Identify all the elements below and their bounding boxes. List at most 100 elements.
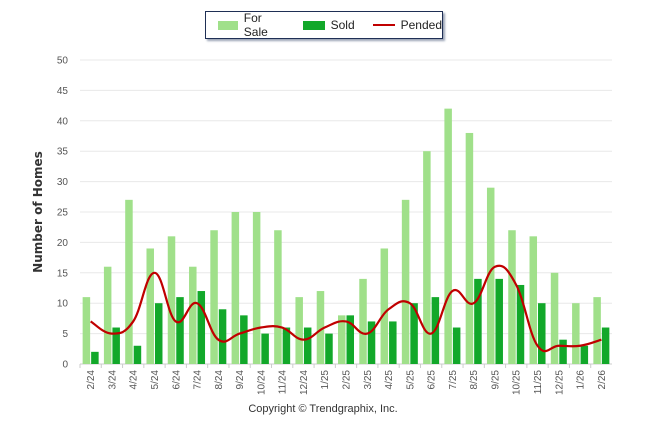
bar-sold xyxy=(325,333,333,364)
bar-sold xyxy=(133,345,142,364)
x-tick-label: 7/25 xyxy=(448,370,459,390)
y-axis-title: Number of Homes xyxy=(31,151,45,273)
y-tick-label: 0 xyxy=(62,360,68,371)
bars xyxy=(82,108,610,364)
bar-sold xyxy=(112,327,120,364)
bar-for-sale xyxy=(508,230,516,364)
copyright-text: Copyright © Trendgraphix, Inc. xyxy=(248,403,398,415)
x-tick-label: 4/25 xyxy=(384,370,395,390)
legend-item-sold[interactable]: Sold xyxy=(302,18,355,32)
x-tick-label: 2/25 xyxy=(342,370,353,390)
y-tick-label: 20 xyxy=(57,238,69,249)
x-tick-label: 1/26 xyxy=(576,370,587,390)
bar-for-sale xyxy=(274,230,282,364)
y-tick-label: 40 xyxy=(57,116,69,127)
bar-sold xyxy=(516,284,525,364)
y-tick-label: 45 xyxy=(57,86,69,97)
bar-for-sale xyxy=(125,199,133,364)
bar-sold xyxy=(559,339,567,364)
legend-label: Pended xyxy=(400,18,442,32)
bar-for-sale xyxy=(103,266,112,364)
bar-for-sale xyxy=(529,236,538,364)
bar-sold xyxy=(367,321,376,364)
x-tick-label: 2/26 xyxy=(597,370,608,390)
bar-for-sale xyxy=(295,297,303,364)
bar-sold xyxy=(197,291,206,364)
x-tick-label: 7/24 xyxy=(193,370,204,390)
y-tick-label: 30 xyxy=(57,177,69,188)
y-axis-ticks: 0 5 10 15 20 25 30 35 40 45 50 xyxy=(57,56,69,371)
bar-sold xyxy=(218,309,227,364)
bar-for-sale xyxy=(82,297,91,364)
x-tick-label: 6/25 xyxy=(427,370,438,390)
bar-sold xyxy=(580,345,589,364)
bar-sold xyxy=(176,297,184,364)
x-tick-label: 10/25 xyxy=(512,370,523,395)
x-axis-ticks: 2/24 3/24 4/24 5/24 6/24 7/24 8/24 9/24 10/24 11/… xyxy=(79,364,608,395)
x-tick-label: 5/24 xyxy=(150,370,161,390)
bar-sold xyxy=(282,327,291,364)
x-tick-label: 11/25 xyxy=(533,370,544,395)
bar-for-sale xyxy=(359,278,367,364)
bar-for-sale xyxy=(380,248,389,364)
x-tick-label: 1/25 xyxy=(320,370,331,390)
bar-for-sale xyxy=(486,187,495,364)
bar-sold xyxy=(240,315,248,364)
sold-swatch-icon xyxy=(302,20,325,30)
bar-sold xyxy=(474,278,482,364)
x-tick-label: 8/25 xyxy=(469,370,480,390)
bar-sold xyxy=(389,321,397,364)
bar-for-sale xyxy=(316,291,325,364)
bar-sold xyxy=(601,327,610,364)
y-tick-label: 15 xyxy=(57,268,69,279)
bar-sold xyxy=(495,278,503,364)
pended-line xyxy=(90,264,602,353)
pended-line-icon xyxy=(372,24,395,26)
bar-sold xyxy=(303,327,312,364)
y-tick-label: 10 xyxy=(57,299,69,310)
x-tick-label: 9/24 xyxy=(235,370,246,390)
pended-line-group xyxy=(90,264,602,353)
bar-for-sale xyxy=(572,303,580,364)
bar-for-sale xyxy=(338,315,346,364)
bar-for-sale xyxy=(401,199,410,364)
x-tick-label: 6/24 xyxy=(171,370,182,390)
bar-for-sale xyxy=(593,297,601,364)
x-tick-label: 3/24 xyxy=(107,370,118,390)
bar-for-sale xyxy=(231,212,240,364)
bar-for-sale xyxy=(189,266,197,364)
bar-sold xyxy=(452,327,461,364)
x-tick-label: 12/24 xyxy=(299,370,310,395)
bar-for-sale xyxy=(167,236,176,364)
x-tick-label: 3/25 xyxy=(363,370,374,390)
bar-sold xyxy=(410,303,418,364)
x-tick-label: 5/25 xyxy=(405,370,416,390)
y-tick-label: 35 xyxy=(57,147,69,158)
legend: For Sale Sold Pended xyxy=(205,11,443,39)
bar-for-sale xyxy=(252,212,261,364)
legend-label: Sold xyxy=(330,18,355,32)
bar-sold xyxy=(261,333,269,364)
bar-sold xyxy=(91,351,99,364)
bar-sold xyxy=(154,303,163,364)
bar-sold xyxy=(346,315,354,364)
y-tick-label: 50 xyxy=(57,56,69,67)
for-sale-swatch-icon xyxy=(218,20,238,30)
x-tick-label: 9/25 xyxy=(490,370,501,390)
bar-for-sale xyxy=(444,108,452,364)
bar-for-sale xyxy=(146,248,154,364)
bar-for-sale xyxy=(550,272,559,364)
x-tick-label: 8/24 xyxy=(214,370,225,390)
x-tick-label: 12/25 xyxy=(554,370,565,395)
legend-item-pended[interactable]: Pended xyxy=(372,18,442,32)
x-tick-label: 4/24 xyxy=(129,370,140,390)
x-tick-label: 11/24 xyxy=(278,370,289,395)
x-tick-label: 2/24 xyxy=(86,370,97,390)
legend-item-for-sale[interactable]: For Sale xyxy=(218,11,285,39)
bar-sold xyxy=(538,303,546,364)
bar-for-sale xyxy=(210,230,218,364)
y-tick-label: 25 xyxy=(57,208,69,219)
x-tick-label: 10/24 xyxy=(256,370,267,395)
bar-for-sale xyxy=(465,132,474,364)
